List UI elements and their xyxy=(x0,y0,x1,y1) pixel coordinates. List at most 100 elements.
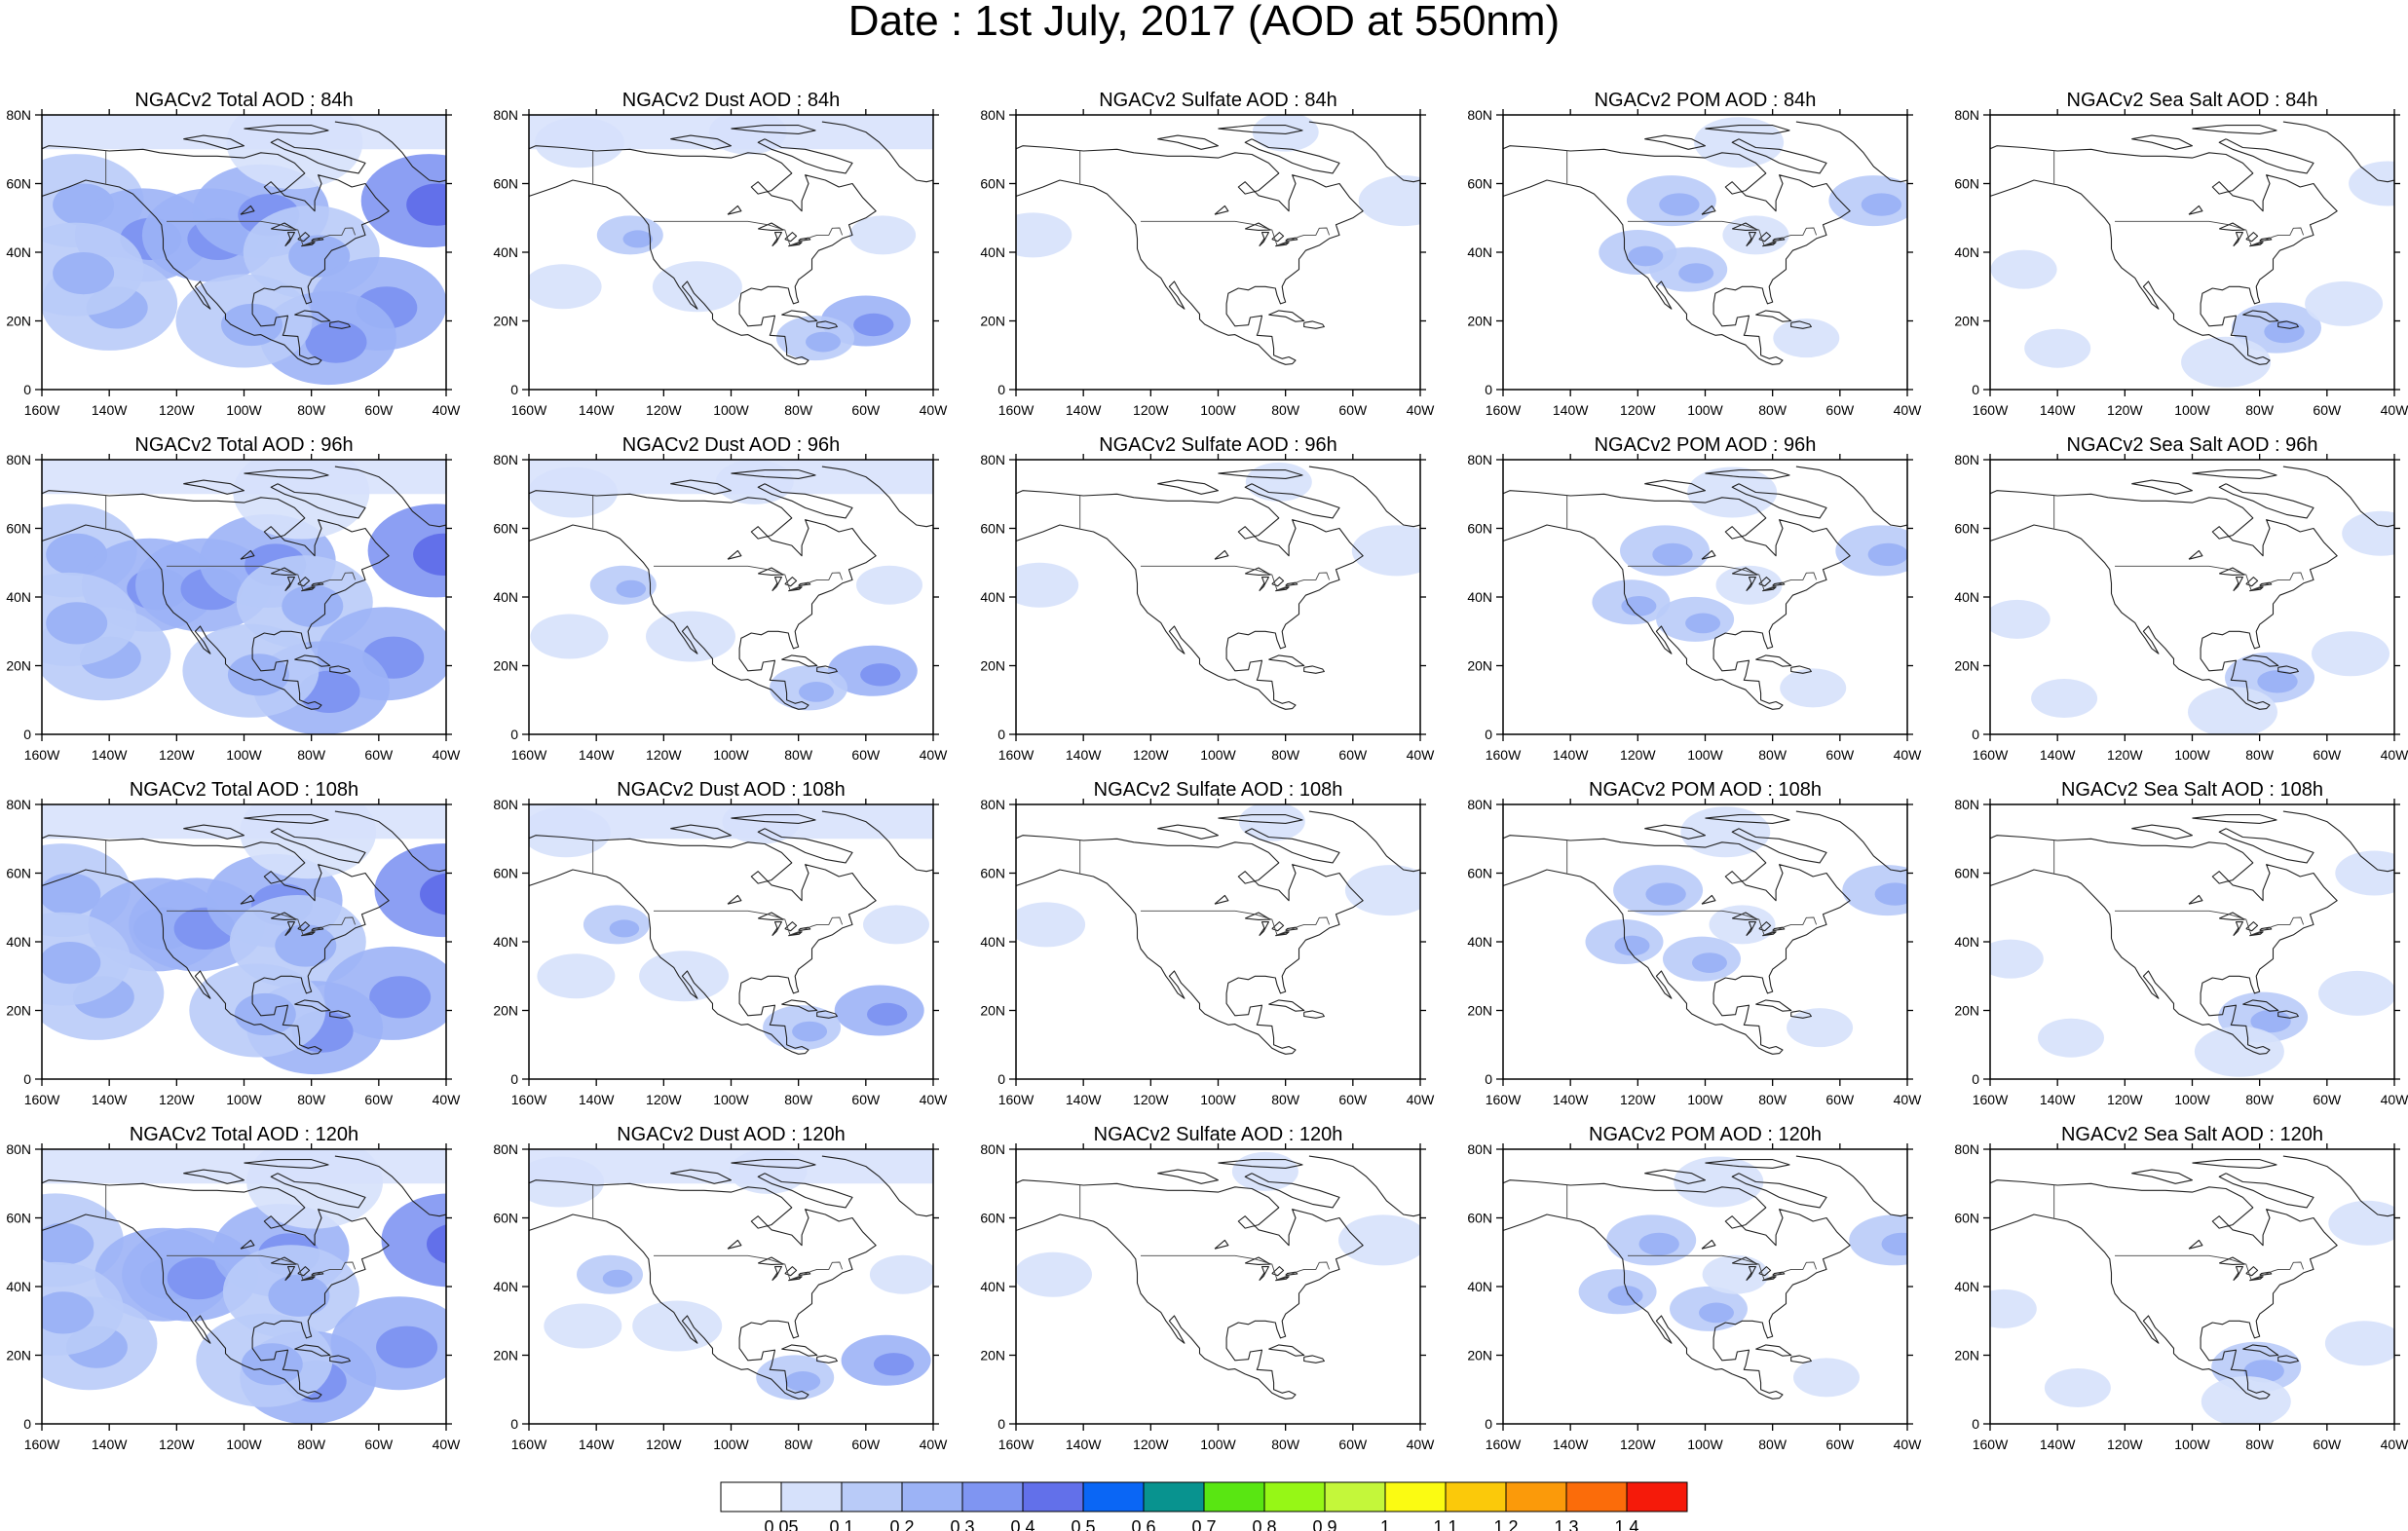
panel-title: NGACv2 Total AOD : 96h xyxy=(134,434,353,456)
lake-outline xyxy=(1746,1266,1756,1282)
y-tick-label: 40N xyxy=(493,1279,518,1294)
x-tick-label: 60W xyxy=(851,402,881,418)
island-outline xyxy=(1731,138,1827,174)
country-border xyxy=(654,565,844,591)
lake-outline xyxy=(788,242,803,247)
aod-core xyxy=(376,1326,438,1368)
island-outline xyxy=(731,125,816,134)
x-tick-label: 120W xyxy=(1620,402,1656,418)
x-tick-label: 140W xyxy=(1553,1437,1589,1452)
island-outline xyxy=(757,138,853,174)
panel-title: NGACv2 Dust AOD : 108h xyxy=(617,779,846,801)
lake-outline xyxy=(1259,921,1269,937)
island-outline xyxy=(2242,1344,2279,1357)
island-outline xyxy=(329,320,351,329)
island-outline xyxy=(294,999,331,1012)
y-tick-label: 80N xyxy=(980,452,1005,467)
coastline xyxy=(1990,145,2338,365)
map-panel-dust-row2: NGACv2 Dust AOD : 96h 160W 140W 120W 100W 80W… xyxy=(493,434,948,763)
island-outline xyxy=(1731,483,1827,519)
x-tick-label: 140W xyxy=(1553,747,1589,763)
aod-region xyxy=(1787,1008,1854,1048)
x-tick-label: 160W xyxy=(1486,1092,1522,1107)
x-tick-label: 80W xyxy=(1271,1092,1300,1107)
x-tick-label: 40W xyxy=(1407,1437,1436,1452)
x-tick-label: 120W xyxy=(2107,747,2143,763)
map-panel-pom-row4: NGACv2 POM AOD : 120h 160W 140W 120W 100W 80W… xyxy=(1467,1124,1922,1452)
x-tick-label: 160W xyxy=(998,1437,1035,1452)
map-panel-seasalt-row4: NGACv2 Sea Salt AOD : 120h 160W 140W 120W 10… xyxy=(1954,1124,2408,1452)
x-tick-label: 40W xyxy=(2381,747,2408,763)
island-outline xyxy=(2192,469,2277,479)
lake-outline xyxy=(2188,894,2203,905)
island-outline xyxy=(1157,479,1220,495)
aod-region xyxy=(1780,668,1847,708)
island-outline xyxy=(270,828,366,864)
x-tick-label: 80W xyxy=(1758,1437,1787,1452)
aod-region xyxy=(1990,249,2057,289)
y-tick-label: 0 xyxy=(1972,1071,1979,1087)
x-tick-label: 160W xyxy=(24,1092,60,1107)
x-tick-label: 100W xyxy=(2174,1092,2210,1107)
y-tick-label: 0 xyxy=(23,382,31,397)
x-tick-label: 60W xyxy=(364,1092,394,1107)
island-outline xyxy=(294,310,331,322)
greenland-coast xyxy=(2282,121,2394,183)
plot-area xyxy=(1016,804,1420,1079)
plot-area xyxy=(1990,804,2394,1079)
aod-core xyxy=(46,602,108,645)
aod-region xyxy=(544,1303,622,1349)
island-outline xyxy=(1731,1173,1827,1209)
country-border xyxy=(2115,565,2305,591)
aod-region xyxy=(863,905,929,945)
x-tick-label: 140W xyxy=(579,1437,615,1452)
aod-core xyxy=(1659,193,1700,216)
y-tick-label: 60N xyxy=(6,176,31,192)
x-tick-label: 60W xyxy=(1825,1437,1855,1452)
aod-core xyxy=(616,579,647,598)
x-tick-label: 140W xyxy=(579,747,615,763)
island-outline xyxy=(1644,1169,1707,1184)
map-background xyxy=(1016,460,1420,734)
aod-region xyxy=(646,611,735,662)
map-background xyxy=(1016,804,1420,1079)
country-border xyxy=(1628,565,1818,591)
lake-outline xyxy=(727,205,742,215)
coastline xyxy=(1016,1179,1364,1400)
lake-outline xyxy=(301,1276,316,1282)
lake-outline xyxy=(727,549,742,560)
x-tick-label: 100W xyxy=(1200,402,1236,418)
country-border xyxy=(1141,910,1331,936)
island-outline xyxy=(2131,1169,2194,1184)
x-tick-label: 160W xyxy=(511,1437,547,1452)
x-tick-label: 140W xyxy=(1066,747,1102,763)
island-outline xyxy=(1705,469,1790,479)
aod-region xyxy=(1773,318,1840,358)
greenland-coast xyxy=(821,466,933,528)
x-tick-label: 40W xyxy=(1894,402,1923,418)
main-title: Date : 1st July, 2017 (AOD at 550nm) xyxy=(847,0,1561,45)
x-tick-label: 60W xyxy=(2313,1092,2342,1107)
x-tick-label: 40W xyxy=(920,402,949,418)
aod-region xyxy=(1016,212,1072,258)
island-outline xyxy=(1218,814,1303,824)
panel-title: NGACv2 Total AOD : 108h xyxy=(130,779,358,801)
aod-region xyxy=(1351,525,1420,577)
y-tick-label: 80N xyxy=(980,107,1005,123)
x-tick-label: 60W xyxy=(364,747,394,763)
island-outline xyxy=(1755,310,1792,322)
coastline xyxy=(1016,145,1364,365)
x-tick-label: 100W xyxy=(1687,747,1723,763)
aod-core xyxy=(268,1274,330,1317)
x-tick-label: 100W xyxy=(1200,747,1236,763)
island-outline xyxy=(670,824,733,840)
x-tick-label: 40W xyxy=(2381,1437,2408,1452)
lake-outline xyxy=(1214,549,1229,560)
colorbar-swatch xyxy=(901,1481,963,1512)
lake-outline xyxy=(788,1276,803,1282)
coastline xyxy=(1503,145,1851,365)
panel-title: NGACv2 Sea Salt AOD : 108h xyxy=(2061,779,2323,801)
island-outline xyxy=(1244,483,1340,519)
y-tick-label: 40N xyxy=(1954,589,1979,605)
y-tick-label: 60N xyxy=(1467,176,1492,192)
